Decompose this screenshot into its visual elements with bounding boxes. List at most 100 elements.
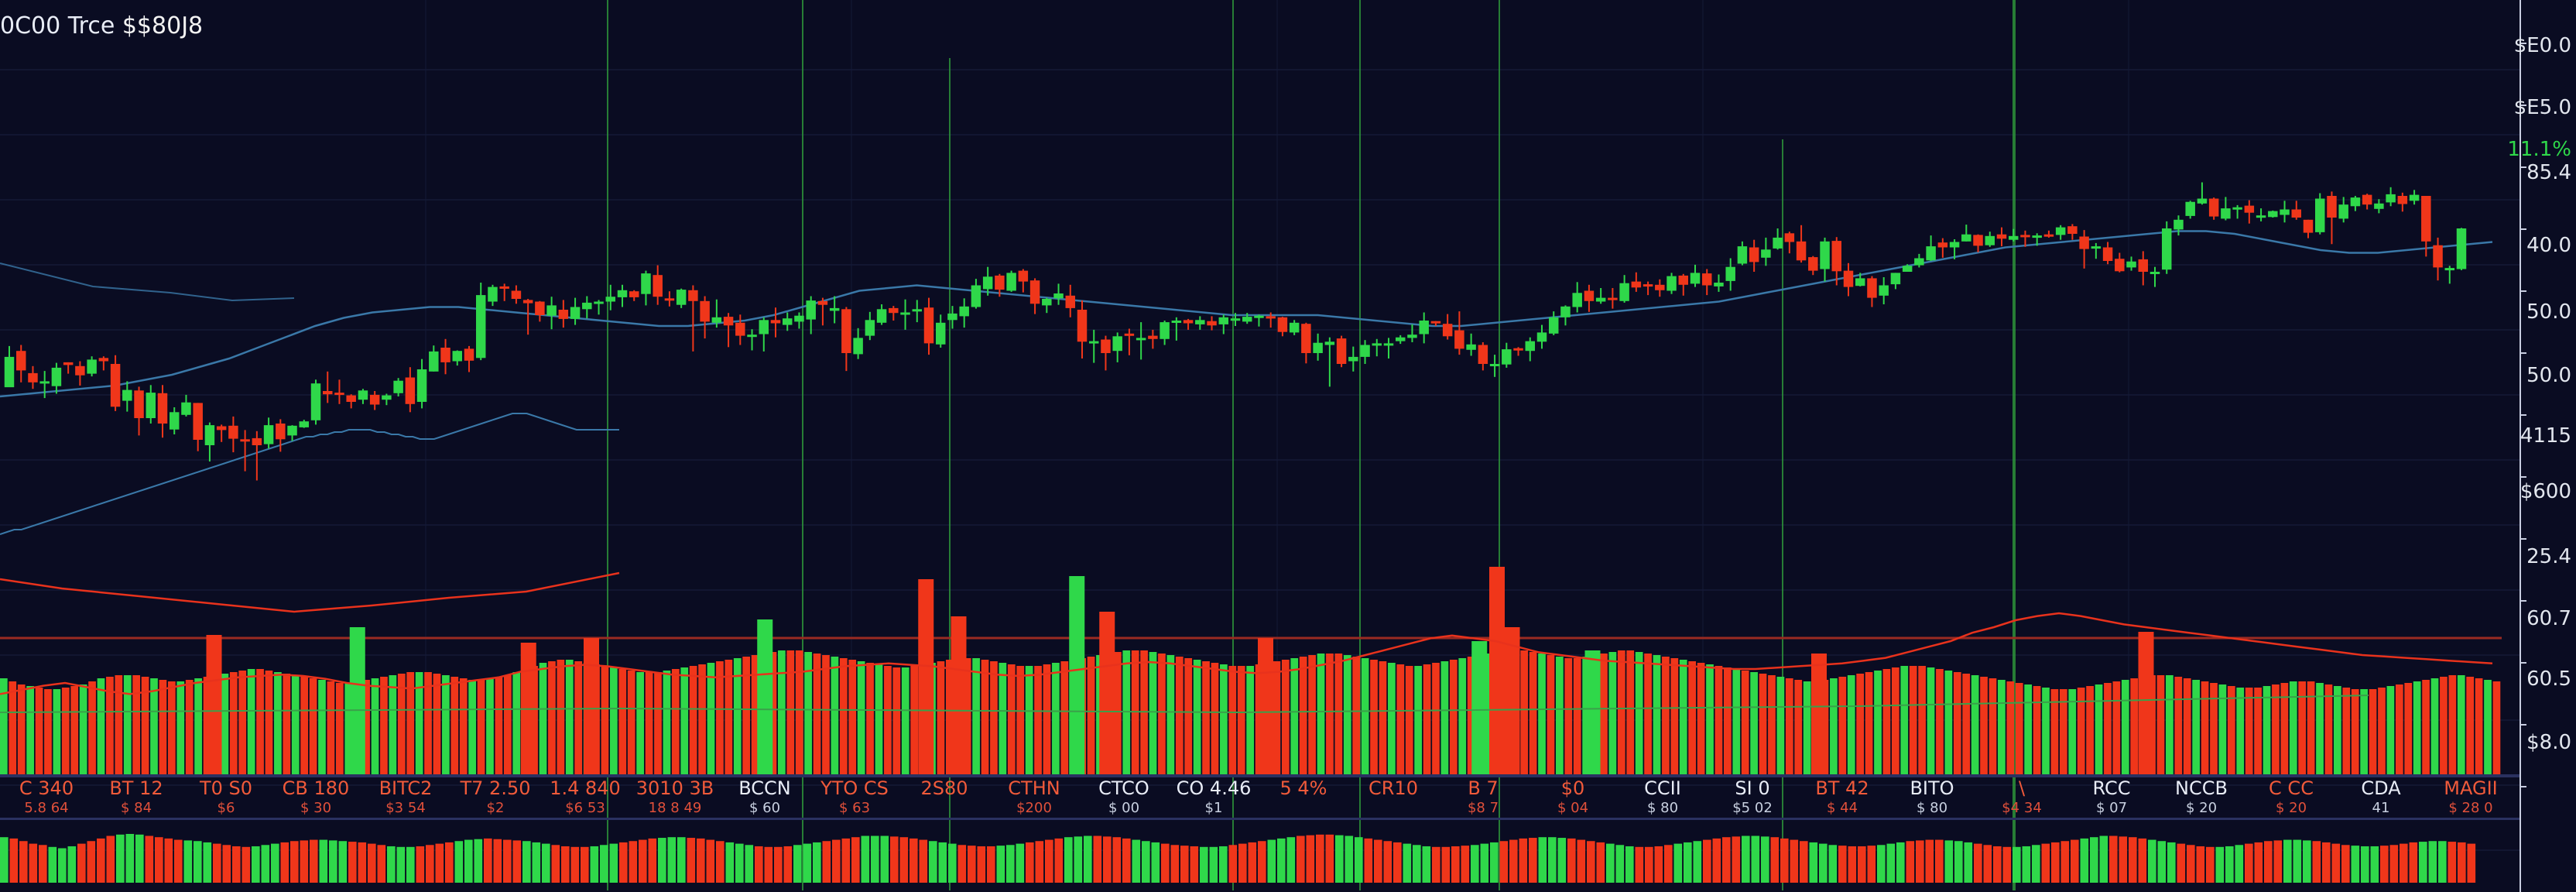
candle-body [1195,320,1205,324]
volume-bar [1644,654,1652,774]
candle-body [794,315,804,322]
ticker-symbol: 1.4 840 [550,777,621,799]
ticker-symbol: CR10 [1368,777,1418,799]
volume-spike-bar [1489,567,1505,774]
candle-body [2126,261,2136,268]
volume-bar [831,657,839,774]
volume-bar [159,680,167,774]
candle-body [1714,283,1724,286]
volume-bar [2404,683,2413,774]
secondary-volume-bar [2148,839,2156,883]
candle-body [1171,321,1182,323]
secondary-volume-bar [1413,845,1421,883]
ticker-item: 5 4% [1257,777,1350,799]
candle-body [122,389,132,401]
candle-body [1383,343,1394,346]
secondary-volume-bar [667,837,677,883]
ticker-item: T0 S0 $6 [180,777,272,818]
volume-bar [2307,681,2315,774]
volume-bar [256,669,264,774]
candle-body [735,322,745,336]
y-tick-label: 60.5 [2526,667,2571,691]
ticker-item: BCCN $ 60 [718,777,811,818]
candle-body [2409,194,2420,201]
secondary-volume-bar [2428,841,2437,883]
candle-body [923,307,934,344]
volume-bar [415,672,423,774]
volume-bar [1184,658,1193,774]
volume-bar [106,677,114,774]
candle-body [876,309,887,323]
secondary-volume-bar [1877,845,1886,883]
candle-body [782,318,793,325]
volume-bar [2104,683,2112,774]
candle-body [1407,334,1417,338]
secondary-volume-bar [1335,835,1344,883]
secondary-volume-bar [503,839,512,883]
secondary-volume-bar [725,842,735,883]
ticker-item: CTHN $200 [988,777,1081,818]
volume-bar [2227,686,2235,774]
volume-spike-bar [1069,576,1085,774]
candle-body [287,425,297,436]
volume-bar [1149,652,1157,774]
ticker-value: $8 7 [1467,800,1499,816]
volume-bar [194,678,202,774]
candle-body [1996,234,2007,239]
candle-body [475,295,486,359]
secondary-volume-bar [329,840,337,883]
y-tick-label: $600 [2519,480,2571,503]
candle-body [440,348,450,362]
secondary-volume-bar [252,846,260,883]
volume-bar [1016,666,1025,774]
ticker-value: $ 60 [748,800,781,816]
volume-bar [2484,680,2492,774]
secondary-volume-bar [1577,839,1586,883]
ticker-item: CR10 [1347,777,1440,799]
secondary-volume-bar [832,839,841,883]
volume-bar [176,681,185,774]
volume-bar [1299,657,1307,774]
secondary-volume-bar [1615,845,1625,883]
secondary-volume-bar [687,838,696,883]
volume-spike-bar [206,635,222,774]
volume-bar [548,661,556,774]
secondary-volume-bar [1054,838,1064,883]
volume-bar [610,667,618,774]
secondary-volume-bar [1480,843,1489,883]
candle-body [2456,228,2467,269]
secondary-volume-bar [155,837,163,883]
candle-body [416,369,427,402]
volume-spike-bar [757,619,773,774]
ticker-value: $ 20 [2185,800,2218,816]
ticker-item: C CC $ 20 [2245,777,2338,818]
candle-body [2208,198,2219,217]
candle-body [1101,339,1111,353]
secondary-volume-bar [706,839,715,883]
candle-body [1148,335,1158,339]
ticker-item: CTCO $ 00 [1077,777,1170,818]
candle-body [535,301,545,315]
secondary-volume-bar [957,845,967,883]
secondary-volume-bar [1461,846,1470,883]
secondary-volume-bar [135,834,144,883]
secondary-volume-bar [1248,842,1257,883]
candle-body [4,356,15,388]
volume-bar [2395,684,2403,774]
secondary-volume-bar [2167,842,2176,883]
volume-bar [274,672,282,774]
candle-body [346,395,356,402]
ticker-symbol: NCCB [2175,777,2228,799]
secondary-volume-bar [2303,840,2311,883]
volume-bar [362,680,370,774]
volume-bar [813,654,821,774]
candle-body [2303,219,2314,233]
ticker-symbol: CO 4.46 [1176,777,1252,799]
candle-body [310,383,321,420]
volume-bar [70,686,79,774]
secondary-volume-bar [2109,835,2118,883]
secondary-volume-bar [2400,843,2408,883]
secondary-volume-bar [1286,837,1296,883]
volume-bar [1723,667,1732,774]
secondary-volume-bar [1374,839,1382,883]
